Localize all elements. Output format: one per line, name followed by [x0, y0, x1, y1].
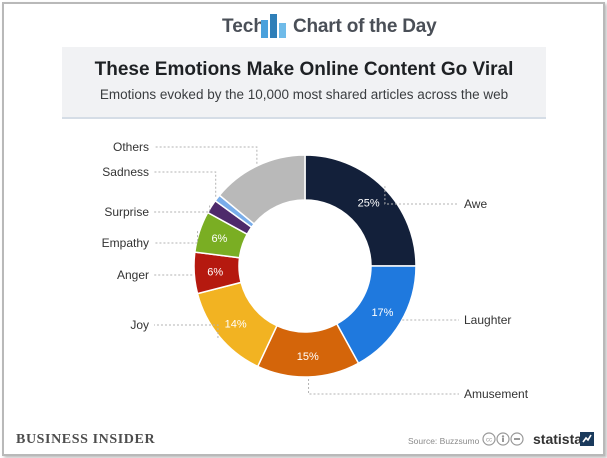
leader-line-joy [154, 324, 219, 339]
brand-tech-label: Tech [222, 16, 265, 37]
chart-subtitle: Emotions evoked by the 10,000 most share… [99, 87, 509, 102]
donut-chart: 25% Awe 17% Laughter 15% Amusement 14% Joy 6% Ang… [102, 140, 529, 401]
category-label-others: Others [113, 140, 149, 154]
value-label-laughter: 17% [371, 307, 393, 319]
chart-of-the-day-icon [261, 14, 286, 38]
category-label-amusement: Amusement [464, 387, 529, 401]
value-label-awe: 25% [358, 197, 380, 209]
brand-header: Tech Chart of the Day [4, 4, 603, 46]
value-label-joy: 14% [225, 318, 247, 330]
slice-others [218, 154, 306, 225]
leader-line-sadness [154, 171, 217, 197]
category-label-awe: Awe [464, 197, 487, 211]
category-label-anger: Anger [117, 268, 149, 282]
chart-title: These Emotions Make Online Content Go Vi… [94, 59, 514, 80]
leader-line-awe [384, 186, 459, 205]
value-label-empathy: 6% [211, 233, 227, 245]
statista-logo: statista [533, 431, 583, 447]
category-label-laughter: Laughter [464, 313, 511, 327]
creative-commons-icon: cc [482, 432, 524, 446]
svg-text:cc: cc [486, 438, 492, 444]
value-label-anger: 6% [207, 267, 223, 279]
leader-line-empathy [154, 231, 199, 244]
leader-line-others [154, 146, 258, 164]
slice-awe [304, 154, 417, 267]
leader-line-amusement [308, 378, 459, 395]
statista-icon [580, 432, 594, 446]
title-box: These Emotions Make Online Content Go Vi… [62, 47, 546, 119]
category-label-sadness: Sadness [102, 165, 149, 179]
category-label-empathy: Empathy [102, 236, 149, 250]
leader-line-surprise [154, 205, 211, 213]
brand-chart-of-the-day-label: Chart of the Day [293, 16, 437, 37]
business-insider-logo: BUSINESS INSIDER [16, 432, 156, 447]
value-label-amusement: 15% [297, 351, 319, 363]
category-label-joy: Joy [130, 318, 149, 332]
source-note: Source: Buzzsumo [408, 436, 480, 446]
category-label-surprise: Surprise [104, 205, 149, 219]
